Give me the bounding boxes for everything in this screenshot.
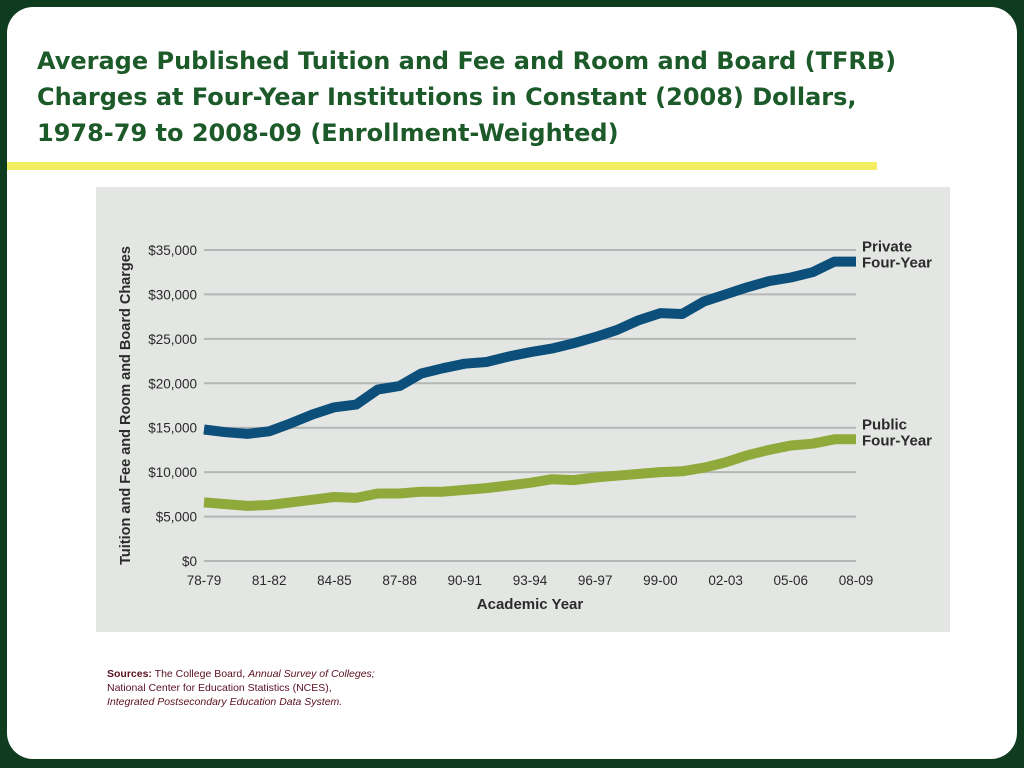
sources-label: Sources:	[107, 668, 152, 680]
series-label: Private	[862, 239, 912, 256]
series-label: Public	[862, 416, 907, 433]
y-tick-label: $35,000	[148, 243, 197, 258]
title-line-1: Average Published Tuition and Fee and Ro…	[37, 47, 897, 75]
y-tick-label: $20,000	[148, 376, 197, 391]
x-tick-label: 84-85	[317, 573, 352, 588]
sources-line3: Integrated Postsecondary Education Data …	[107, 696, 343, 708]
y-tick-label: $10,000	[148, 465, 197, 480]
title-underline-rule	[7, 162, 877, 170]
y-axis-label: Tuition and Fee and Room and Board Charg…	[118, 246, 134, 565]
series-label: Four-Year	[862, 255, 932, 272]
sources-line1-italic: Annual Survey of Colleges;	[248, 668, 375, 680]
y-tick-label: $15,000	[148, 421, 197, 436]
sources-line2: National Center for Education Statistics…	[107, 682, 332, 694]
x-tick-label: 96-97	[578, 573, 613, 588]
x-tick-label: 99-00	[643, 573, 678, 588]
y-tick-label: $30,000	[148, 287, 197, 302]
slide-title: Average Published Tuition and Fee and Ro…	[37, 43, 977, 151]
chart-panel: $0 $5,000 $10,000 $15,000 $20,000 $25,000 $30,…	[96, 187, 950, 632]
y-tick-label: $25,000	[148, 332, 197, 347]
series-lines	[203, 256, 856, 511]
slide: Average Published Tuition and Fee and Ro…	[7, 7, 1017, 759]
x-tick-label: 05-06	[774, 573, 809, 588]
series-line	[203, 256, 856, 439]
x-tick-label: 93-94	[513, 573, 548, 588]
x-tick-labels: 78-79 81-82 84-85 87-88 90-91 93-94 96-97 99-00…	[187, 573, 874, 588]
x-tick-label: 81-82	[252, 573, 287, 588]
x-tick-label: 78-79	[187, 573, 222, 588]
title-line-2: Charges at Four-Year Institutions in Con…	[37, 83, 857, 111]
sources-line1-text: The College Board,	[151, 668, 249, 680]
x-tick-label: 08-09	[839, 573, 874, 588]
series-line	[203, 434, 856, 511]
x-tick-label: 90-91	[448, 573, 483, 588]
y-tick-label: $0	[182, 554, 197, 569]
gridlines	[204, 249, 856, 562]
y-tick-labels: $0 $5,000 $10,000 $15,000 $20,000 $25,000 $30,…	[148, 243, 197, 569]
line-chart: $0 $5,000 $10,000 $15,000 $20,000 $25,000 $30,…	[118, 239, 932, 613]
y-tick-label: $5,000	[156, 510, 197, 525]
series-label: Four-Year	[862, 432, 932, 449]
x-tick-label: 02-03	[708, 573, 743, 588]
sources-note: Sources: The College Board, Annual Surve…	[107, 667, 375, 709]
title-line-3: 1978-79 to 2008-09 (Enrollment-Weighted)	[37, 119, 619, 147]
x-tick-label: 87-88	[382, 573, 417, 588]
x-axis-label: Academic Year	[477, 596, 584, 613]
